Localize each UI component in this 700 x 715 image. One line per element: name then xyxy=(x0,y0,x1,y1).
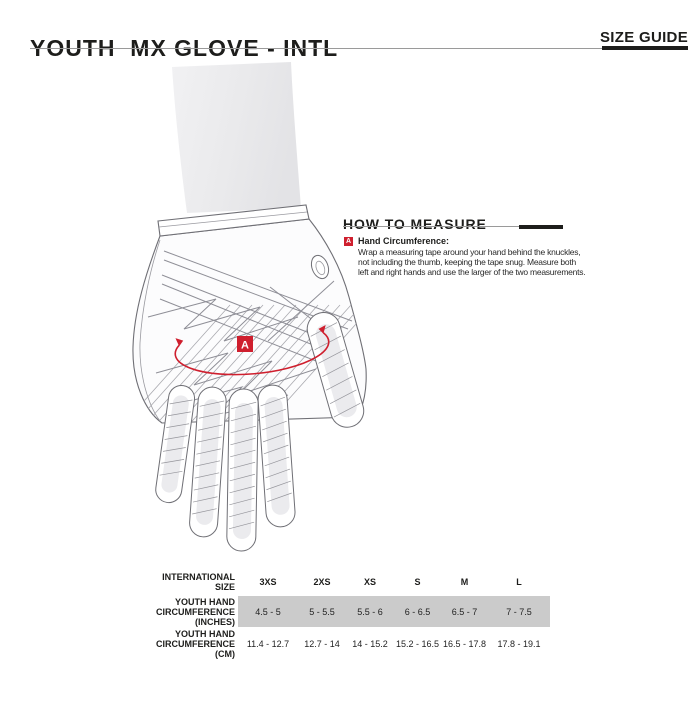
svg-text:A: A xyxy=(241,340,249,352)
measurement-ellipse xyxy=(174,324,330,376)
finger-middle xyxy=(226,388,259,552)
table-row-inches: YOUTH HAND CIRCUMFERENCE (INCHES) 4.5 - … xyxy=(140,596,550,627)
measure-instruction: A Hand Circumference: Wrap a measuring t… xyxy=(344,236,586,277)
finger-ring xyxy=(189,386,227,538)
table-cell: 11.4 - 12.7 xyxy=(246,638,290,649)
instruction-line: not including the thumb, keeping the tap… xyxy=(358,257,576,267)
instruction-title: Hand Circumference: xyxy=(358,236,450,246)
thumb xyxy=(306,312,365,428)
table-cell: 16.5 - 17.8 xyxy=(442,638,487,649)
forearm xyxy=(172,62,301,213)
row-label: YOUTH HAND CIRCUMFERENCE (CM) xyxy=(155,628,235,659)
finger-index xyxy=(257,384,296,528)
glove-cuff xyxy=(157,204,310,237)
table-cell: 6 - 6.5 xyxy=(394,596,441,627)
table-cell: 4.5 - 5 xyxy=(238,596,298,627)
marker-a-badge: A xyxy=(237,336,253,352)
size-column-header: L xyxy=(516,577,522,587)
size-column-header: XS xyxy=(363,577,376,587)
table-cell: 12.7 - 14 xyxy=(304,638,340,649)
table-row-cm: YOUTH HAND CIRCUMFERENCE (CM) 11.4 - 12.… xyxy=(140,627,550,660)
size-column-header: 2XS xyxy=(313,577,331,587)
size-guide-label: SIZE GUIDE xyxy=(599,29,688,46)
table-cell: 14 - 15.2 xyxy=(352,638,388,649)
glove-illustration: A xyxy=(120,55,400,575)
table-cell: 7 - 7.5 xyxy=(488,596,550,627)
instruction-line: Wrap a measuring tape around your hand b… xyxy=(358,247,581,257)
table-cell: 5.5 - 6 xyxy=(346,596,394,627)
table-cell: 17.8 - 19.1 xyxy=(497,638,541,649)
size-table: INTERNATIONAL SIZE 3XS 2XS XS S M L YOUT… xyxy=(140,568,550,660)
row-label: YOUTH HAND CIRCUMFERENCE (INCHES) xyxy=(155,596,235,627)
table-cell: 6.5 - 7 xyxy=(441,596,488,627)
header-divider-accent xyxy=(602,46,688,50)
how-to-measure-divider xyxy=(343,225,563,229)
size-column-header: S xyxy=(414,577,421,587)
how-to-measure-heading: HOW TO MEASURE xyxy=(343,215,487,232)
header-divider xyxy=(30,46,688,50)
table-cell: 15.2 - 16.5 xyxy=(395,638,440,649)
marker-a-icon: A xyxy=(344,237,353,246)
instruction-line: left and right hands and use the larger … xyxy=(358,267,586,277)
size-column-header: M xyxy=(460,577,469,587)
table-header-row: INTERNATIONAL SIZE 3XS 2XS XS S M L xyxy=(140,568,550,596)
cuff-pull-tab xyxy=(310,254,330,280)
finger-pinky xyxy=(155,384,196,504)
size-column-header: 3XS xyxy=(259,577,277,587)
table-header-label: INTERNATIONAL SIZE xyxy=(162,572,235,592)
table-cell: 5 - 5.5 xyxy=(298,596,346,627)
how-to-measure-divider-accent xyxy=(519,225,563,229)
